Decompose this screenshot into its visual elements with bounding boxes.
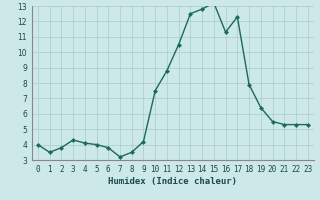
- X-axis label: Humidex (Indice chaleur): Humidex (Indice chaleur): [108, 177, 237, 186]
